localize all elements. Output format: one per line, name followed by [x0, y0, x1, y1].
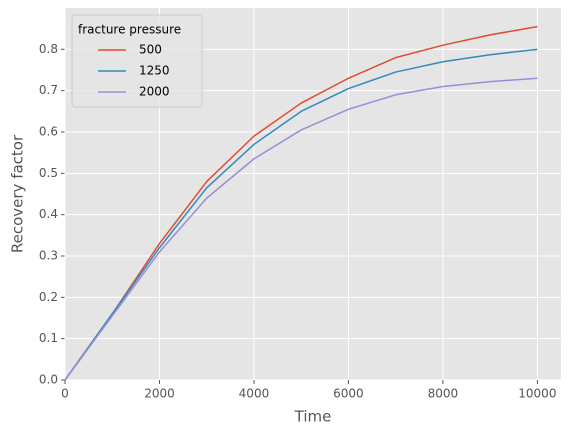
y-tick-label: 0.3: [39, 249, 58, 263]
lines: [64, 25, 538, 381]
y-tick-label: 0.2: [39, 290, 58, 304]
y-tick-label: 0.7: [39, 83, 58, 97]
x-tick-label: 0: [61, 387, 69, 401]
legend-label: 2000: [139, 85, 170, 99]
line-series: [64, 48, 538, 381]
y-tick-label: 0.6: [39, 125, 58, 139]
legend-title: fracture pressure: [78, 23, 181, 37]
legend-box: [71, 14, 203, 108]
y-tick-label: 0.0: [39, 373, 58, 387]
x-tick-label: 2000: [144, 387, 175, 401]
legend-label: 500: [139, 43, 162, 57]
line-series: [64, 77, 538, 381]
x-tick-label: 8000: [428, 387, 459, 401]
y-tick-label: 0.1: [39, 331, 58, 345]
x-axis-label: Time: [294, 408, 332, 426]
line-series: [64, 25, 538, 381]
legend-label: 1250: [139, 64, 170, 78]
x-tick-label: 10000: [518, 387, 556, 401]
x-tick-label: 4000: [239, 387, 270, 401]
y-axis-label: Recovery factor: [9, 134, 27, 253]
x-tick-label: 6000: [333, 387, 364, 401]
y-tick-label: 0.8: [39, 42, 58, 56]
y-tick-label: 0.5: [39, 166, 58, 180]
y-tick-label: 0.4: [39, 207, 58, 221]
legend: fracture pressure 500 1250 2000: [71, 14, 203, 108]
